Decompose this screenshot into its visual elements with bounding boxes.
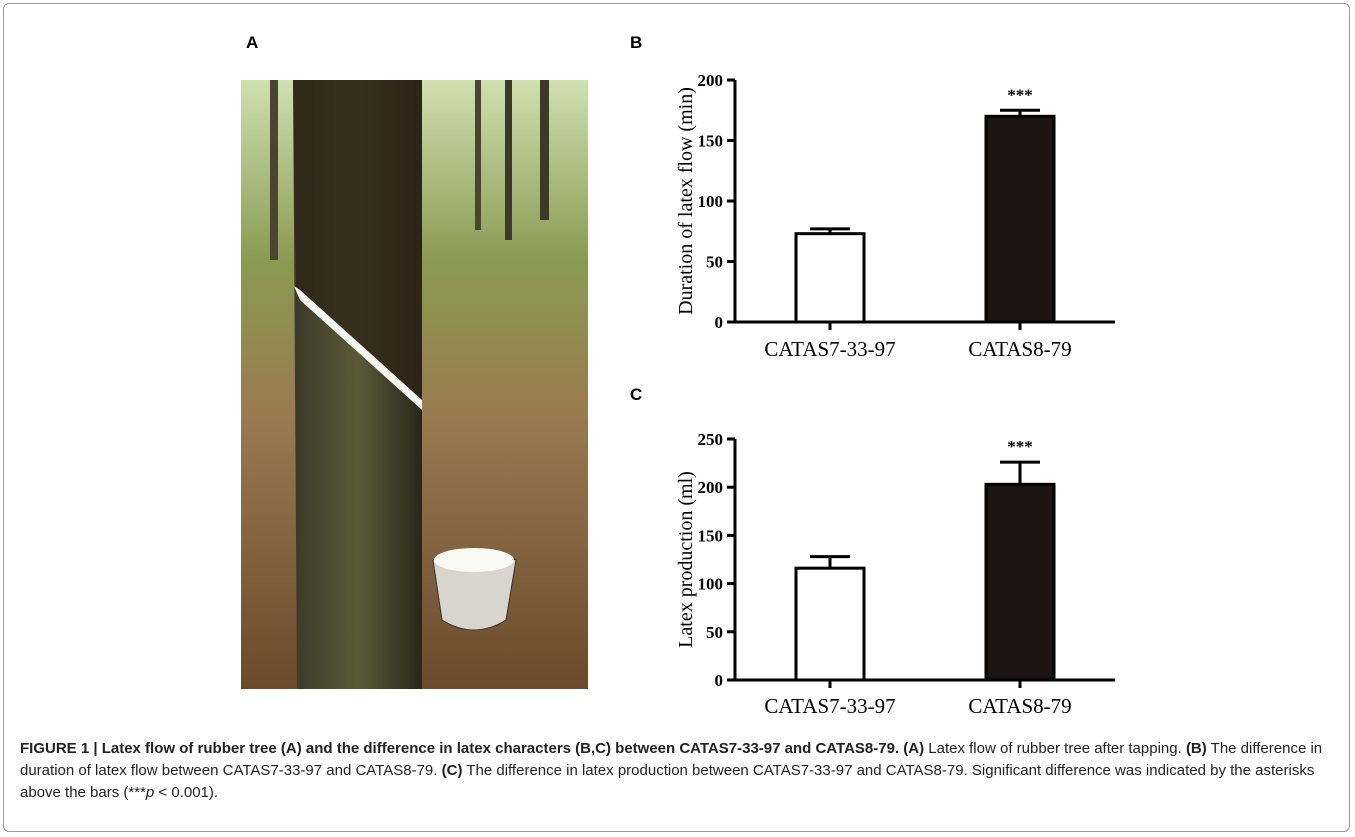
caption-text: Latex flow of rubber tree after tapping. bbox=[924, 740, 1186, 757]
caption: FIGURE 1 | Latex flow of rubber tree (A)… bbox=[20, 738, 1340, 804]
caption-text: (C) bbox=[441, 762, 463, 779]
x-tick-label: CATAS7-33-97 bbox=[764, 694, 895, 718]
caption-text: FIGURE 1 | Latex flow of rubber tree (A)… bbox=[20, 740, 900, 757]
y-tick-label: 150 bbox=[698, 526, 724, 545]
y-tick-label: 0 bbox=[715, 313, 724, 332]
y-tick-label: 250 bbox=[698, 430, 724, 449]
caption-text: (A) bbox=[903, 740, 925, 757]
y-tick-label: 200 bbox=[698, 478, 724, 497]
bar bbox=[984, 482, 1056, 682]
y-tick-label: 50 bbox=[706, 253, 723, 272]
panel-label: A bbox=[246, 33, 258, 52]
figure-frame bbox=[3, 3, 1350, 832]
bar bbox=[794, 566, 866, 682]
significance-label: *** bbox=[1007, 437, 1033, 456]
y-axis-label: Duration of latex flow (min) bbox=[675, 87, 697, 315]
bar bbox=[794, 232, 866, 324]
y-tick-label: 150 bbox=[698, 132, 724, 151]
caption-text: (B) bbox=[1185, 740, 1207, 757]
y-tick-label: 100 bbox=[698, 192, 724, 211]
y-tick-label: 50 bbox=[706, 623, 723, 642]
x-tick-label: CATAS8-79 bbox=[968, 337, 1071, 361]
y-tick-label: 100 bbox=[698, 575, 724, 594]
y-tick-label: 200 bbox=[698, 71, 724, 90]
x-tick-label: CATAS7-33-97 bbox=[764, 337, 895, 361]
caption-text: The difference in duration of latex flow… bbox=[20, 740, 1323, 779]
caption-text: p bbox=[145, 784, 155, 801]
significance-label: *** bbox=[1007, 85, 1033, 104]
y-tick-label: 0 bbox=[715, 671, 724, 690]
panel-label: B bbox=[630, 33, 642, 52]
y-axis-label: Latex production (ml) bbox=[675, 471, 697, 648]
bar bbox=[984, 114, 1056, 324]
x-tick-label: CATAS8-79 bbox=[968, 694, 1071, 718]
caption-text: < 0.001). bbox=[154, 784, 219, 801]
photo bbox=[241, 80, 588, 689]
caption-text: The difference in latex production betwe… bbox=[20, 762, 1315, 801]
panel-label: C bbox=[630, 385, 642, 404]
